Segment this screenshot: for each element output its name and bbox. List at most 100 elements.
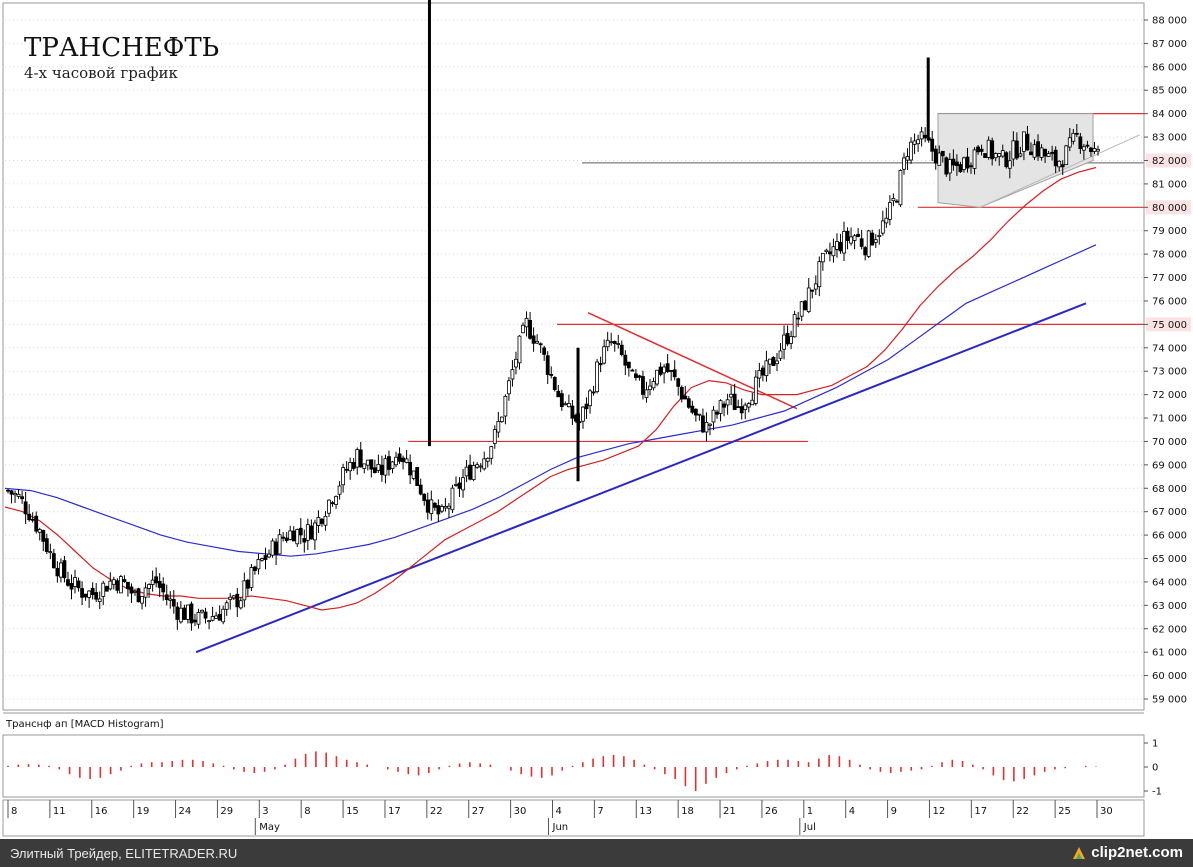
candle-body — [147, 584, 152, 589]
candle-body — [1067, 137, 1072, 148]
candle-body — [845, 230, 850, 241]
candle-body — [962, 157, 966, 170]
candle-body — [20, 496, 25, 500]
candle-body — [852, 235, 857, 241]
candle-body — [108, 580, 113, 590]
candle-body — [164, 594, 169, 600]
candle-body — [235, 593, 240, 608]
candle-body — [1036, 141, 1040, 157]
x-tick-label: 9 — [891, 806, 897, 817]
y-tick-label: 65 000 — [1152, 554, 1187, 565]
candle-body — [351, 462, 356, 469]
candle-body — [312, 522, 317, 541]
candle-body — [330, 502, 335, 505]
candle-body — [464, 466, 469, 477]
candle-body — [136, 588, 141, 603]
candle-body — [309, 525, 314, 540]
candle-body — [563, 403, 568, 406]
candle-body — [13, 493, 17, 496]
candle-body — [891, 198, 896, 202]
candle-body — [602, 346, 607, 364]
candle-body — [863, 247, 868, 256]
candle-body — [676, 378, 681, 387]
candle-body — [648, 385, 652, 390]
candle-body — [372, 467, 377, 474]
candle-body — [838, 241, 843, 252]
candle-body — [993, 153, 998, 159]
candle-body — [41, 530, 46, 542]
candle-body — [298, 527, 303, 536]
candle-body — [256, 559, 261, 570]
candle-body — [478, 465, 483, 468]
candle-body — [59, 562, 63, 578]
candle-body — [51, 553, 56, 569]
y-tick-label: 69 000 — [1152, 460, 1187, 471]
y-tick-label: 59 000 — [1152, 695, 1187, 706]
candle-body — [895, 200, 899, 203]
candle-body — [612, 341, 617, 344]
candle-body — [305, 524, 310, 541]
candle-body — [930, 138, 935, 152]
candle-body — [73, 577, 77, 587]
candle-body — [824, 249, 829, 252]
candle-body — [708, 423, 712, 426]
candle-body — [662, 366, 667, 374]
candle-body — [253, 566, 257, 571]
candle-body — [933, 148, 938, 164]
candle-body — [704, 422, 709, 433]
candle-body — [66, 579, 70, 586]
candle-body — [157, 580, 162, 588]
candle-body — [545, 355, 550, 375]
candle-body — [630, 369, 635, 372]
x-tick-label: 11 — [53, 806, 66, 817]
candle-body — [616, 343, 621, 345]
candle-body — [207, 620, 211, 623]
candle-body — [718, 400, 723, 414]
candle-body — [94, 592, 99, 600]
candle-body — [369, 459, 374, 470]
ma-fast-line — [4, 166, 1097, 611]
macd-panel-label: Транснф ап [MACD Histogram] — [5, 719, 164, 730]
y-tick-label: 76 000 — [1152, 296, 1187, 307]
candle-body — [1043, 148, 1047, 157]
candle-body — [27, 513, 32, 521]
candle-body — [1074, 132, 1079, 135]
candle-body — [450, 487, 455, 511]
candle-body — [753, 376, 758, 404]
y-tick-label: 62 000 — [1152, 624, 1187, 635]
footer-bar: Элитный Трейдер, ELITETRADER.RU clip2net… — [0, 839, 1193, 867]
candle-body — [380, 464, 384, 475]
candle-body — [919, 131, 924, 140]
candle-body — [965, 156, 970, 169]
candle-body — [940, 150, 945, 157]
macd-panel-border — [2, 734, 1145, 798]
macd-y-tick-label: -1 — [1152, 787, 1162, 798]
candle-body — [598, 363, 603, 366]
candle-body — [221, 608, 226, 623]
candle-body — [1022, 131, 1026, 152]
candle-body — [510, 369, 515, 380]
y-tick-label: 81 000 — [1152, 179, 1187, 190]
candle-body — [186, 604, 190, 620]
candle-body — [880, 220, 885, 234]
candle-body — [1025, 133, 1030, 151]
candle-body — [559, 393, 564, 408]
candle-body — [760, 367, 765, 376]
y-tick-label: 74 000 — [1152, 343, 1187, 354]
y-tick-label: 82 000 — [1152, 156, 1187, 167]
candle-body — [316, 517, 321, 526]
candle-body — [260, 558, 264, 561]
candle-body — [200, 609, 204, 613]
y-tick-label: 86 000 — [1152, 62, 1187, 73]
candle-body — [637, 375, 642, 378]
candle-body — [415, 467, 420, 486]
candle-body — [344, 468, 349, 471]
month-label: May — [259, 822, 280, 833]
candle-body — [118, 576, 123, 594]
x-tick-label: 30 — [514, 806, 527, 817]
candle-body — [683, 395, 688, 400]
footer-logo[interactable]: clip2net.com — [1071, 844, 1183, 861]
candle-body — [521, 324, 525, 334]
y-tick-label: 64 000 — [1152, 577, 1187, 588]
candle-body — [87, 590, 92, 598]
